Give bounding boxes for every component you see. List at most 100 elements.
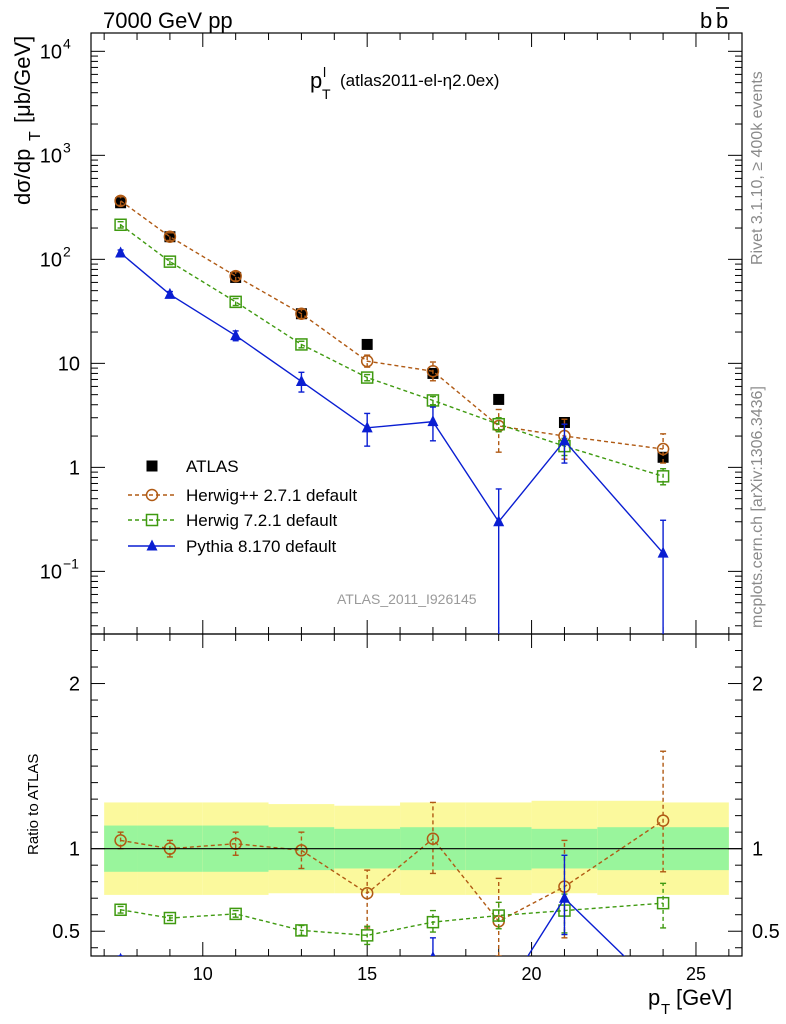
y-tick-label-main: 1 [69,457,80,479]
data-point-circle-open [360,354,374,368]
data-point-triangle [164,287,176,299]
data-point-circle-open [656,442,670,456]
data-point-square-open [229,295,242,309]
data-point-circle-open [426,364,440,378]
series-pythia-8-170-default [115,246,669,634]
data-point-square-open [229,907,242,921]
series-line [120,252,664,554]
data-point-circle-open [360,887,374,900]
y-tick-exponent: 2 [63,243,71,259]
series-line [527,897,625,956]
data-point-circle-open [295,307,308,320]
data-point-triangle [164,961,175,972]
header-left-label: 7000 GeV pp [103,8,233,33]
rivet-label: Rivet 3.1.10, ≥ 400k events [749,71,766,265]
plot-title: p l T (atlas2011-el-η2.0ex) [310,64,499,102]
analysis-watermark: ATLAS_2011_I926145 [337,591,477,607]
x-tick-label: 10 [193,964,213,984]
y-tick-label-ratio: 2 [69,674,80,696]
data-point-square-open [360,929,374,942]
ylabel-main: dσ/dp [10,149,35,205]
y-tick-label-main: 10 −1 [40,555,79,583]
y-tick-exponent: −1 [63,555,79,571]
data-point-square-open [163,911,177,925]
header-right-label: b b [700,7,729,33]
data-point-circle-open [114,834,127,847]
data-point-circle-open [656,814,670,827]
data-point-square [657,451,669,463]
y-tick-base: 10 [40,41,62,63]
legend-entry: ATLAS [146,457,239,476]
series-herwig-2-7-1-default [114,194,670,464]
data-point-circle-open [426,832,440,846]
header-right-b: b [700,8,712,33]
xlabel-sub: T [661,1001,670,1018]
y-tick-label-ratio-right: 2 [752,674,763,696]
y-tick-label-main: 10 4 [40,35,71,63]
data-point-triangle [427,415,439,427]
data-point-triangle [118,952,123,956]
y-tick-exponent: 3 [63,139,71,155]
legend: ATLAS Herwig++ 2.7.1 default Herwig 7.2.1 … [128,457,357,556]
y-tick-label-ratio-right: 1 [752,839,763,861]
data-point-circle-open [229,269,242,283]
data-point-square-open [656,896,670,910]
series-atlas [115,197,669,463]
data-point-triangle [115,246,127,258]
y-tick-base: 10 [58,353,80,375]
series-herwig-7-2-1-default [114,218,670,486]
data-point-triangle [430,951,436,956]
data-point-triangle [493,996,504,1007]
header-right-bbar: b [716,8,728,33]
ratio-plot-frame [90,633,743,957]
x-tick-label: 20 [522,964,542,984]
data-point-circle-open [163,230,177,243]
data-point-square-open [114,903,127,917]
data-point-triangle [230,329,242,341]
data-point-circle-open [145,488,159,502]
legend-entry: Herwig++ 2.7.1 default [128,486,357,505]
data-point-triangle [296,971,307,982]
legend-entry: Pythia 8.170 default [128,537,337,556]
legend-label: Herwig 7.2.1 default [186,511,337,530]
data-point-square-open [492,909,505,922]
data-point-square [493,393,505,405]
data-point-square-open [492,417,505,431]
data-point-circle-open [114,194,127,208]
y-tick-label-ratio: 0.5 [52,921,80,943]
ylabel-sub: T [27,131,44,141]
main-y-axis-label: dσ/dp T [μb/GeV] [10,36,44,205]
ratio-y-axis-label: Ratio to ATLAS [25,754,42,855]
data-point-square-open [426,915,440,929]
series-herwig-2-7-1-default [114,750,670,956]
ylabel-units: [μb/GeV] [10,36,35,123]
y-tick-exponent: 4 [63,35,71,51]
title-rest: (atlas2011-el-η2.0ex) [340,71,499,90]
mcplots-label: mcplots.cern.ch [arXiv:1306.3436] [749,386,766,628]
data-point-square [361,338,373,350]
xlabel-units: [GeV] [676,985,732,1010]
data-point-triangle [361,421,373,433]
series-line [120,224,664,477]
data-point-triangle [295,374,307,386]
title-sub: T [322,86,331,102]
legend-label: Herwig++ 2.7.1 default [186,486,357,505]
data-point-square-open [163,255,177,268]
y-tick-label-main: 10 [58,353,80,375]
x-axis-label: p T [GeV] [648,985,732,1018]
xlabel-main: p [648,985,660,1010]
y-tick-label-ratio-right: 0.5 [752,921,780,943]
y-tick-base: 10 [40,561,62,583]
y-tick-base: 10 [40,145,62,167]
data-point-triangle [558,891,570,903]
legend-label: ATLAS [186,457,239,476]
x-tick-label: 15 [357,964,377,984]
data-point-square-open [656,470,670,483]
data-point-square [146,460,158,472]
y-tick-label-main: 10 3 [40,139,71,167]
data-point-square-open [295,924,308,937]
y-tick-base: 1 [69,457,80,479]
y-tick-label-ratio: 1 [69,839,80,861]
title-main: p [310,68,322,93]
